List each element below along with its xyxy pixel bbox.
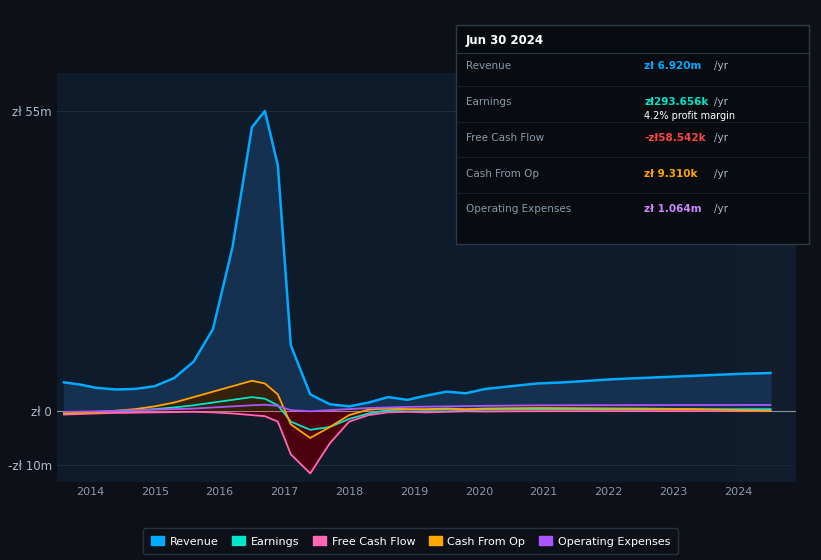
Text: /yr: /yr <box>714 204 728 214</box>
Text: zł 1.064m: zł 1.064m <box>644 204 702 214</box>
Text: /yr: /yr <box>714 61 728 71</box>
Legend: Revenue, Earnings, Free Cash Flow, Cash From Op, Operating Expenses: Revenue, Earnings, Free Cash Flow, Cash … <box>144 529 677 554</box>
Text: Operating Expenses: Operating Expenses <box>466 204 571 214</box>
Text: Earnings: Earnings <box>466 97 511 107</box>
Text: Revenue: Revenue <box>466 61 511 71</box>
Text: /yr: /yr <box>714 97 728 107</box>
Text: Free Cash Flow: Free Cash Flow <box>466 133 544 143</box>
Text: Cash From Op: Cash From Op <box>466 169 539 179</box>
Text: zł 9.310k: zł 9.310k <box>644 169 698 179</box>
Text: Jun 30 2024: Jun 30 2024 <box>466 34 544 48</box>
Text: /yr: /yr <box>714 133 728 143</box>
Text: zł293.656k: zł293.656k <box>644 97 709 107</box>
Text: zł 6.920m: zł 6.920m <box>644 61 702 71</box>
Text: /yr: /yr <box>714 169 728 179</box>
Bar <box>738 73 796 482</box>
Text: 4.2% profit margin: 4.2% profit margin <box>644 110 736 120</box>
Text: -zł58.542k: -zł58.542k <box>644 133 706 143</box>
